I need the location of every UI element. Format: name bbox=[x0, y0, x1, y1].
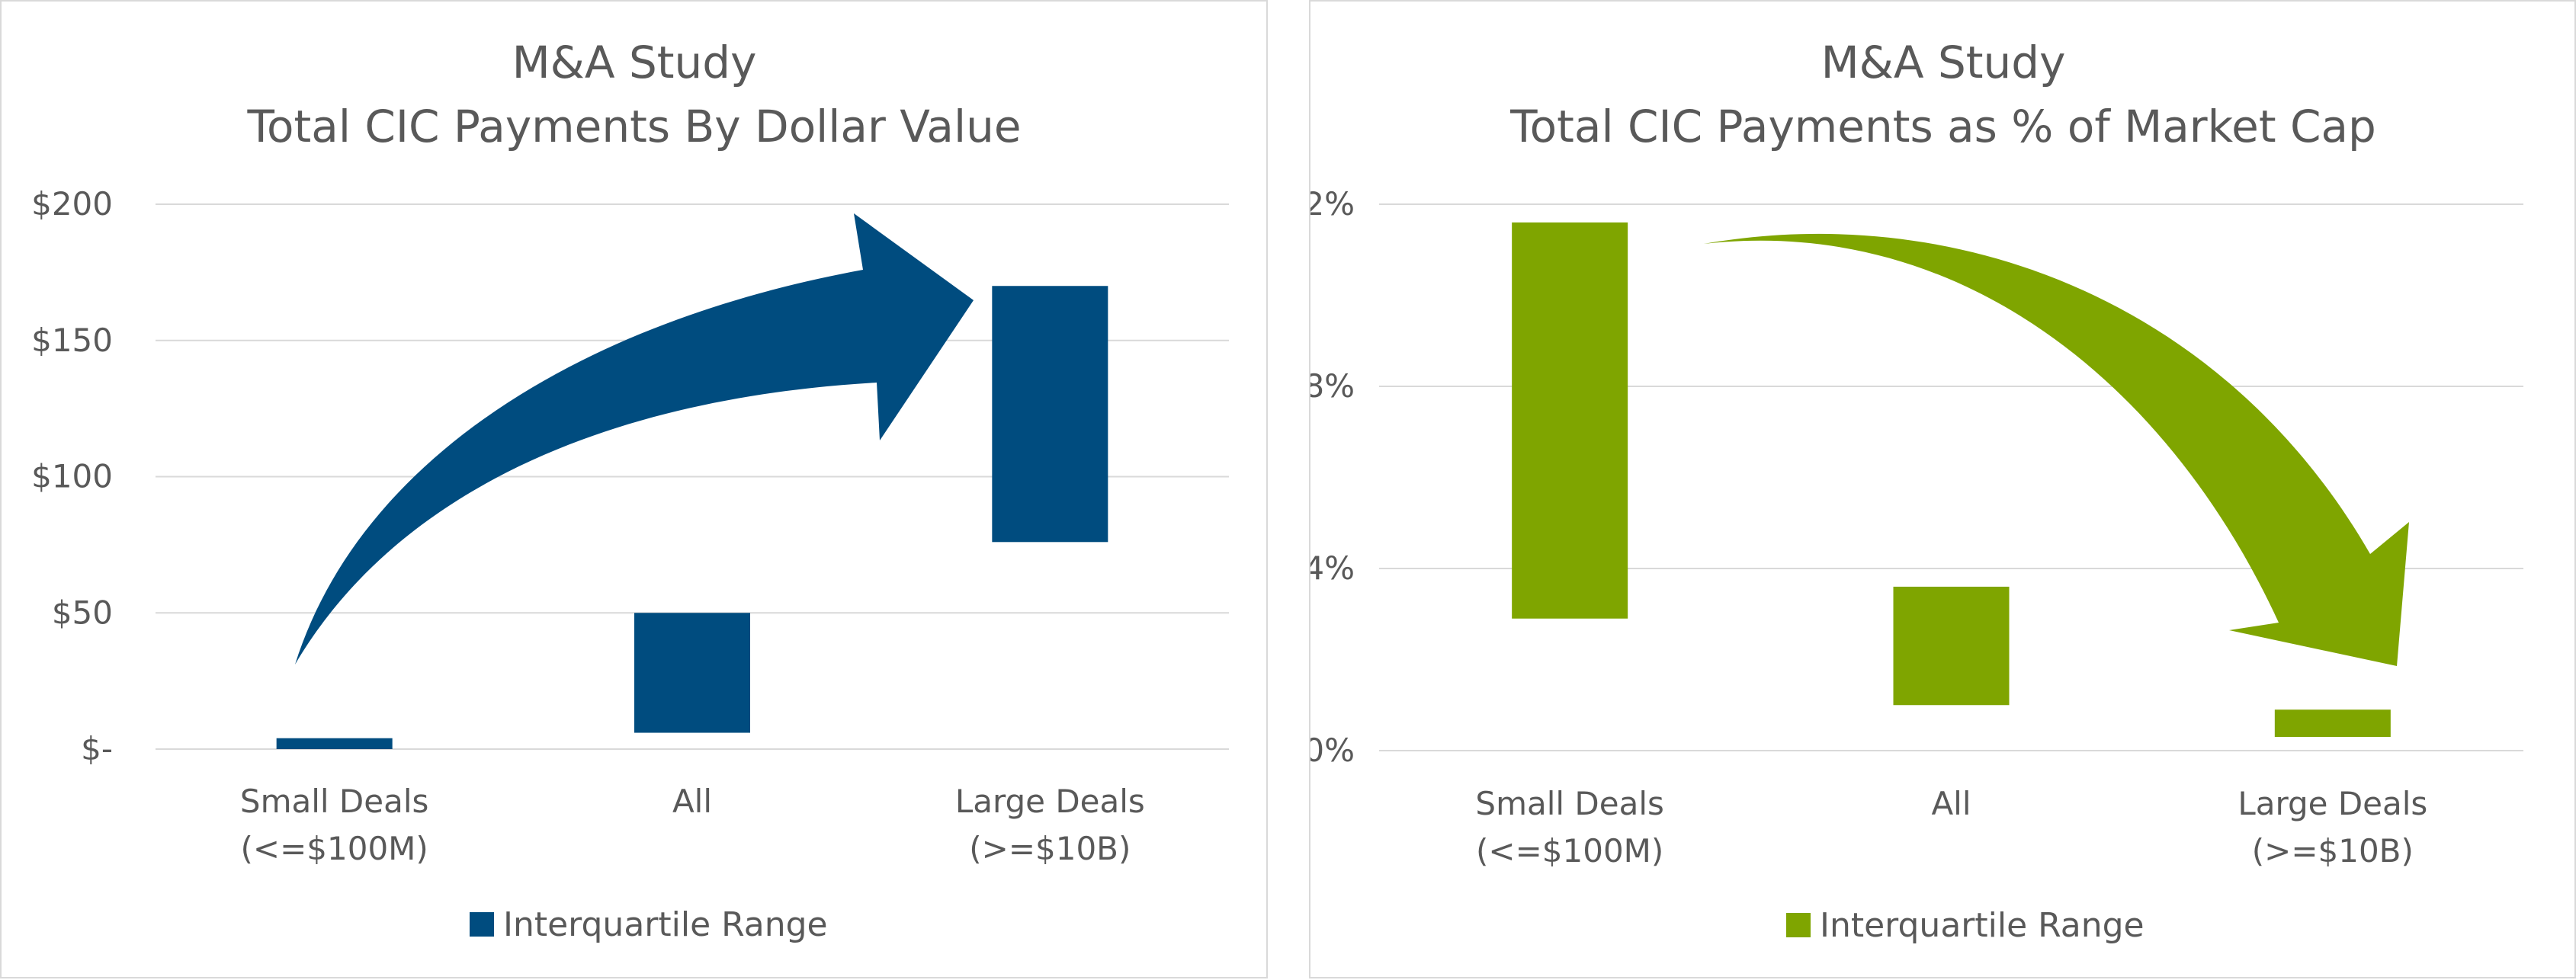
chart-dollar-value: M&A Study Total CIC Payments By Dollar V… bbox=[31, 37, 1229, 944]
y-tick-label: 8% bbox=[1310, 367, 1355, 405]
y-tick-label: 0% bbox=[1310, 732, 1355, 769]
y-tick-label: 4% bbox=[1310, 549, 1355, 587]
category-sublabel: (<=$100M) bbox=[241, 830, 428, 867]
legend-swatch bbox=[1786, 913, 1811, 937]
category-label: Large Deals bbox=[2238, 785, 2427, 822]
chart-subtitle: Total CIC Payments By Dollar Value bbox=[246, 101, 1021, 152]
y-tick-label: $200 bbox=[31, 185, 113, 223]
category-label: Large Deals bbox=[955, 783, 1145, 820]
category-sublabel: (<=$100M) bbox=[1476, 832, 1663, 870]
range-bar bbox=[1512, 222, 1628, 619]
trend-arrow-up bbox=[295, 213, 974, 665]
category-label: Small Deals bbox=[1475, 785, 1663, 822]
trend-arrow-down bbox=[1704, 233, 2409, 667]
range-bar bbox=[634, 613, 750, 733]
category-sublabel: (>=$10B) bbox=[2252, 832, 2414, 870]
legend-label: Interquartile Range bbox=[503, 905, 828, 944]
range-bar bbox=[1893, 586, 2010, 706]
legend-label: Interquartile Range bbox=[1820, 906, 2145, 945]
range-bar bbox=[992, 286, 1108, 543]
chart-title: M&A Study bbox=[512, 37, 757, 88]
category-label: Small Deals bbox=[240, 783, 428, 820]
category-sublabel: (>=$10B) bbox=[969, 830, 1131, 867]
category-label: All bbox=[672, 783, 712, 820]
chart-panel-dollar-value: M&A Study Total CIC Payments By Dollar V… bbox=[0, 0, 1268, 978]
chart-subtitle: Total CIC Payments as % of Market Cap bbox=[1509, 101, 2376, 152]
y-tick-label: $150 bbox=[31, 322, 113, 359]
range-bar bbox=[2274, 709, 2391, 738]
y-tick-label: 12% bbox=[1310, 185, 1355, 223]
chart-panel-market-cap: M&A Study Total CIC Payments as % of Mar… bbox=[1309, 0, 2576, 978]
y-tick-label: $- bbox=[81, 730, 113, 767]
category-label: All bbox=[1931, 785, 1971, 822]
chart-market-cap: M&A Study Total CIC Payments as % of Mar… bbox=[1310, 37, 2523, 945]
range-bar bbox=[276, 738, 393, 749]
y-tick-label: $100 bbox=[31, 458, 113, 495]
chart-title: M&A Study bbox=[1821, 37, 2066, 88]
y-tick-label: $50 bbox=[52, 594, 113, 631]
legend-swatch bbox=[470, 912, 494, 937]
